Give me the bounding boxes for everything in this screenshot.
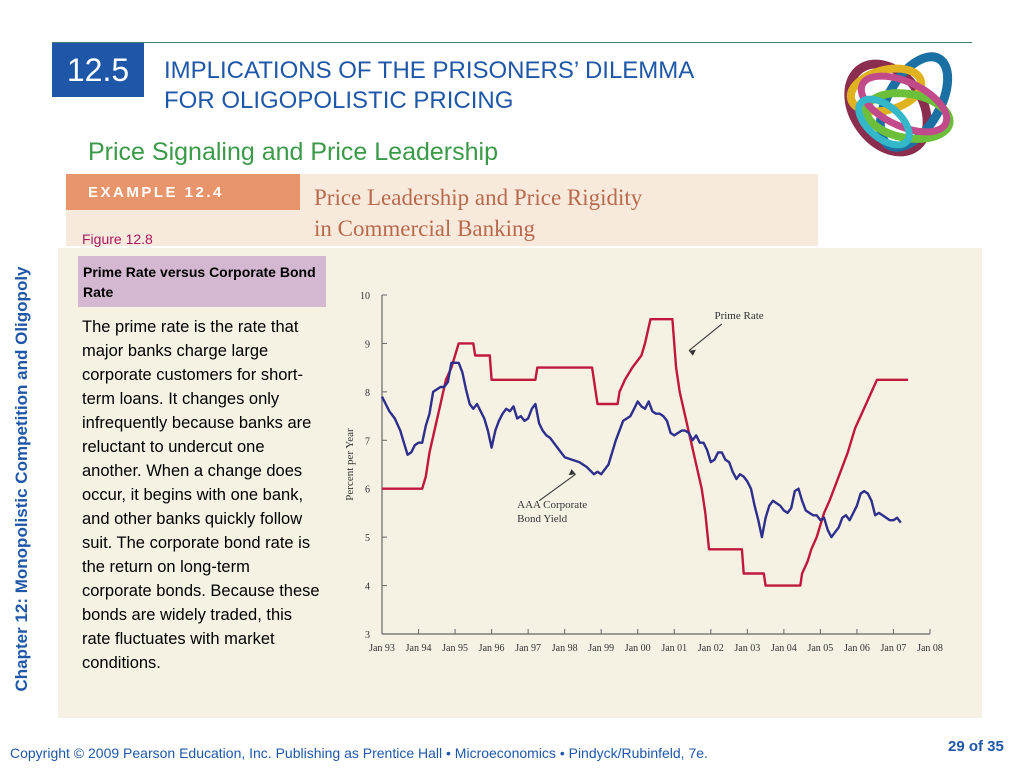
interlocking-rings-logo (844, 52, 954, 157)
example-tag: EXAMPLE 12.4 (66, 174, 300, 210)
prime-vs-bond-chart: 3 4 5 6 7 8 9 10 Jan 93 Jan 94 Jan 95 Jan 96 Jan 97 J… (344, 291, 943, 654)
page-number: 29 of 35 (948, 738, 1004, 755)
bond-yield-arrowhead (568, 469, 576, 476)
example-title-line1: Price Leadership and Price Rigidity (314, 185, 643, 210)
y-tick-label: 8 (365, 388, 370, 399)
section-number-badge: 12.5 (52, 43, 144, 97)
x-tick-label: Jan 95 (442, 643, 468, 654)
y-tick-label: 10 (360, 291, 370, 302)
x-tick-label: Jan 08 (917, 643, 943, 654)
slide-subtitle: Price Signaling and Price Leadership (88, 138, 498, 166)
footer-copyright: Copyright © 2009 Pearson Education, Inc.… (10, 745, 708, 761)
x-tick-label: Jan 96 (479, 643, 505, 654)
example-title-line2: in Commercial Banking (314, 216, 536, 241)
header-rule (52, 42, 972, 43)
figure-label: Figure 12.8 (82, 231, 153, 247)
y-tick-label: 6 (365, 485, 370, 496)
x-tick-label: Jan 05 (807, 643, 833, 654)
slide-title-line2: FOR OLIGOPOLISTIC PRICING (164, 87, 514, 114)
y-tick-label: 3 (365, 630, 370, 641)
x-tick-label: Jan 00 (625, 643, 651, 654)
x-tick-label: Jan 07 (881, 643, 907, 654)
x-tick-label: Jan 03 (734, 643, 760, 654)
x-tick-label: Jan 99 (588, 643, 614, 654)
x-tick-label: Jan 04 (771, 643, 797, 654)
figure-description: The prime rate is the rate that major ba… (82, 318, 320, 672)
example-title: Price Leadership and Price Rigidity in C… (314, 182, 642, 244)
y-tick-label: 4 (365, 582, 370, 593)
x-tick-label: Jan 01 (661, 643, 687, 654)
bond-yield-annotation: AAA Corporate (517, 499, 587, 511)
y-axis-label: Percent per Year (344, 428, 356, 501)
x-tick-label: Jan 98 (552, 643, 578, 654)
prime-rate-line (382, 318, 909, 587)
x-tick-label: Jan 06 (844, 643, 870, 654)
chapter-label-text: Chapter 12: Monopolistic Competition and… (12, 266, 31, 692)
x-tick-label: Jan 93 (369, 643, 395, 654)
prime-rate-annotation: Prime Rate (714, 310, 763, 322)
chapter-sidebar-label: Chapter 12: Monopolistic Competition and… (8, 240, 36, 718)
bond-yield-arrow (538, 473, 576, 502)
bond-yield-line (380, 361, 902, 539)
x-tick-label: Jan 02 (698, 643, 724, 654)
prime-rate-arrowhead (688, 349, 696, 356)
bond-yield-annotation-line2: Bond Yield (517, 513, 568, 525)
y-tick-label: 5 (365, 533, 370, 544)
x-tick-label: Jan 94 (406, 643, 432, 654)
figure-panel (58, 248, 982, 718)
slide-title: IMPLICATIONS OF THE PRISONERS’ DILEMMA F… (164, 56, 824, 116)
figure-caption: Prime Rate versus Corporate Bond Rate (78, 256, 326, 307)
y-tick-label: 7 (365, 436, 370, 447)
prime-rate-arrow (688, 323, 723, 352)
y-tick-label: 9 (365, 339, 370, 350)
x-tick-label: Jan 97 (515, 643, 541, 654)
slide-title-line1: IMPLICATIONS OF THE PRISONERS’ DILEMMA (164, 57, 695, 84)
